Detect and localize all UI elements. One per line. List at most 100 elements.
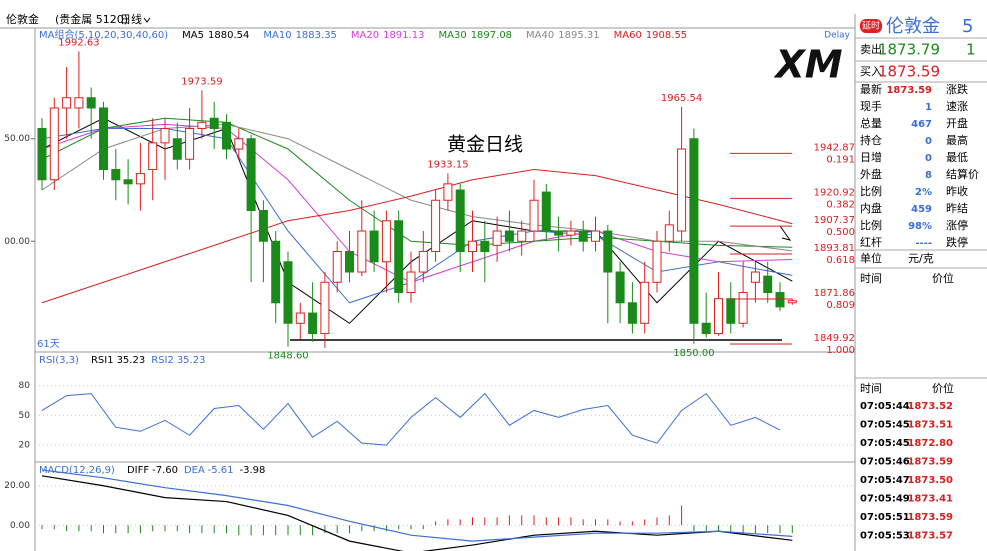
candle-body — [148, 142, 158, 170]
rsi2-value: 35.23 — [177, 355, 206, 366]
candle-body — [615, 271, 625, 304]
tick-time: 07:05:44 — [860, 401, 910, 412]
candle-body — [394, 220, 404, 294]
row-label: 昨收 — [946, 184, 968, 198]
quote-code: 5 — [962, 16, 973, 37]
tick-price: 1873.59 — [907, 457, 953, 468]
arrow — [779, 225, 792, 241]
row-label: 涨停 — [946, 218, 968, 232]
candle-body — [443, 183, 453, 201]
candle-body — [578, 230, 588, 242]
candle-body — [246, 138, 256, 212]
row-label: 开盘 — [946, 116, 968, 130]
candle-body — [271, 240, 281, 304]
candle-body — [664, 224, 674, 242]
candle-body — [738, 292, 748, 324]
candle-body — [714, 298, 723, 335]
candle-body — [566, 230, 576, 236]
y-tick-label: 00.00 — [4, 237, 30, 247]
row-label: 跌停 — [946, 235, 968, 249]
candle-body — [222, 121, 231, 150]
macd-value: -3.98 — [240, 465, 266, 476]
sell-label: 卖出 — [860, 42, 882, 56]
symbol[interactable]: 伦敦金 — [6, 12, 39, 26]
row-value: 2% — [915, 187, 932, 198]
market: (贵金属 5120) — [55, 12, 128, 26]
y-tick-label: 50 — [19, 411, 31, 421]
row-label: 昨结 — [946, 202, 968, 215]
ma-value: 1880.54 — [208, 30, 249, 41]
row-label: 内盘 — [860, 201, 882, 215]
candle-body — [480, 240, 490, 253]
candle-body — [640, 281, 650, 324]
time-header: 时间 — [860, 382, 882, 395]
row-label: 比例 — [860, 184, 882, 198]
ma-name: MA5 — [182, 30, 204, 41]
dea-value: -5.61 — [208, 465, 234, 476]
candle-body — [160, 127, 170, 144]
rsi-label: RSI(3,3) — [39, 355, 79, 366]
candle-body — [763, 275, 773, 294]
fib-price: 1871.86 — [814, 288, 855, 299]
candle-body — [787, 300, 797, 304]
diff-value: -7.60 — [152, 465, 178, 476]
candle-body — [74, 97, 84, 109]
candle-body — [135, 173, 145, 185]
candle-body — [541, 191, 551, 232]
candle-body — [234, 138, 244, 150]
row-value: 1 — [925, 102, 932, 113]
candle-body — [406, 271, 416, 294]
row-label: 结算价 — [946, 167, 979, 181]
ma-line — [41, 168, 793, 304]
y-tick-label: 0.00 — [10, 521, 30, 531]
ma-legend: MA组合(5,10,20,30,40,60) MA5 1880.54 MA10 1883… — [39, 28, 687, 41]
row-value: 8 — [925, 170, 932, 181]
candle-body — [308, 312, 318, 335]
macd-label: MACD(12,26,9) — [39, 465, 115, 476]
row-label: 最低 — [946, 151, 968, 164]
candle-body — [677, 148, 687, 232]
days: 61天 — [37, 339, 60, 350]
price-annotation: 1848.60 — [267, 351, 308, 362]
row-value: 98% — [908, 221, 932, 232]
fib-ratio: 1.000 — [826, 345, 855, 356]
ma-value: 1897.08 — [471, 30, 512, 41]
ma-value: 1891.13 — [383, 30, 424, 41]
unit-label: 单位 — [860, 251, 882, 265]
tick-time: 07:05:51 — [860, 512, 910, 523]
row-value: ---- — [915, 238, 932, 249]
candle-body — [468, 240, 477, 253]
price-annotation: 1850.00 — [673, 348, 714, 359]
row-label: 比例 — [860, 218, 882, 232]
sell-price: 1873.79 — [878, 41, 940, 59]
delay: Delay — [824, 31, 850, 41]
candle-body — [627, 302, 637, 324]
candle-body — [455, 189, 465, 253]
period[interactable]: 日线 — [120, 12, 142, 26]
candle-body — [431, 199, 441, 253]
rsi2-name: RSI2 — [151, 355, 174, 366]
price-annotation: 1992.63 — [58, 37, 99, 48]
chevron — [143, 17, 151, 23]
candle-body — [172, 138, 182, 160]
buy-price: 1873.59 — [878, 63, 940, 81]
candle-body — [37, 127, 47, 181]
fib-ratio: 0.618 — [826, 255, 855, 266]
ma-label: MA组合(5,10,20,30,40,60) — [39, 28, 168, 41]
candle-body — [283, 261, 293, 324]
row-value: 0 — [925, 153, 932, 164]
price-annotation: 1973.59 — [181, 76, 222, 87]
candle-body — [381, 220, 391, 263]
logo: XM — [773, 43, 842, 87]
candle-body — [123, 179, 133, 185]
candle-body — [197, 121, 207, 129]
time-header: 时间 — [860, 272, 882, 285]
candle-body — [529, 199, 539, 232]
candle-body — [689, 138, 699, 324]
row-label: 现手 — [860, 99, 882, 113]
y-tick-label: 50.00 — [4, 134, 30, 144]
candle-body — [418, 251, 428, 273]
buy-label: 买入 — [860, 65, 882, 78]
price-header: 价位 — [932, 271, 954, 285]
